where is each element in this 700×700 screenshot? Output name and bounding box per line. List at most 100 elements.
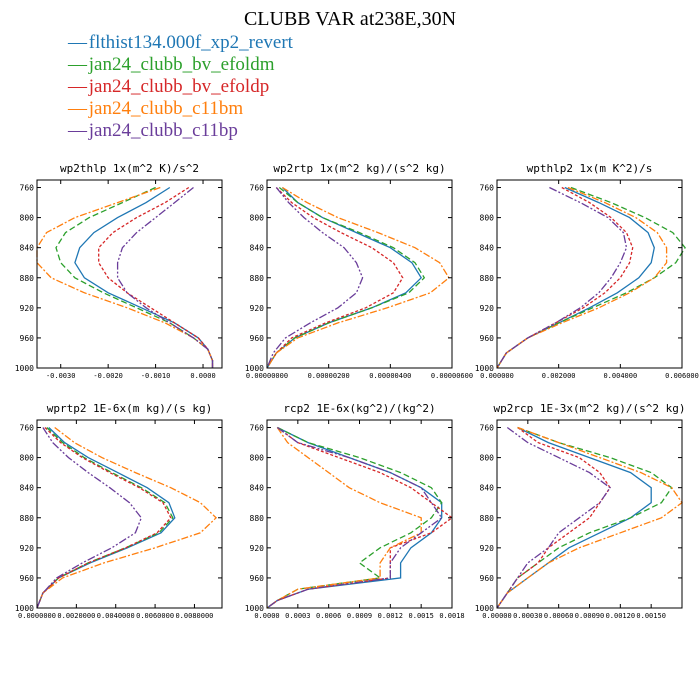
y-tick-label: 960 [20, 574, 35, 583]
panel-title: wprtp2 1E-6x(m kg)/(s kg) [47, 402, 213, 415]
y-tick-label: 880 [480, 514, 495, 523]
y-tick-label: 760 [480, 424, 495, 433]
x-tick-label: 0.00150 [636, 612, 666, 620]
y-tick-label: 880 [250, 514, 265, 523]
y-tick-label: 760 [20, 424, 35, 433]
x-tick-label: 0.00120 [606, 612, 636, 620]
plot-frame [496, 179, 683, 369]
series-line-4 [36, 426, 218, 609]
panel-title: wp2rtp 1x(m^2 kg)/(s^2 kg) [273, 162, 445, 175]
x-tick-label: 0.00090 [575, 612, 605, 620]
x-tick-label: 0.0018 [439, 612, 464, 620]
y-tick-label: 1000 [15, 364, 34, 373]
series-line-1 [496, 426, 652, 609]
chart-panel: rcp2 1E-6x(kg^2)/(kg^2) 760 800 840 880 920 96… [245, 402, 465, 620]
series-line-5 [266, 187, 364, 369]
y-tick-label: 840 [250, 244, 265, 253]
x-tick-label: 0.0060000 [136, 612, 174, 620]
x-tick-label: 0.0015 [409, 612, 434, 620]
x-tick-label: 0.0020000 [57, 612, 95, 620]
panel-title: wpthlp2 1x(m K^2)/s [527, 162, 653, 175]
y-tick-label: 880 [20, 274, 35, 283]
y-tick-label: 920 [20, 304, 35, 313]
y-tick-label: 760 [480, 184, 495, 193]
panel-title: rcp2 1E-6x(kg^2)/(kg^2) [283, 402, 435, 415]
series-line-2 [496, 426, 673, 609]
x-tick-label: -0.0030 [46, 372, 76, 380]
y-tick-label: 920 [250, 304, 265, 313]
x-tick-label: 0.00000 [482, 612, 512, 620]
chart-panel: wp2rtp 1x(m^2 kg)/(s^2 kg) 760 800 840 880 92… [245, 162, 473, 380]
y-tick-label: 840 [250, 484, 265, 493]
x-tick-label: -0.0010 [141, 372, 171, 380]
y-tick-label: 800 [250, 454, 265, 463]
x-tick-label: 0.0003 [285, 612, 310, 620]
x-tick-label: 0.002000 [542, 372, 576, 380]
series-line-5 [266, 426, 443, 609]
x-tick-label: 0.0000000 [18, 612, 56, 620]
legend-label: jan24_clubb_c11bm [88, 98, 244, 119]
series-line-2 [36, 427, 174, 609]
plot-frame [266, 179, 453, 369]
y-tick-label: 760 [250, 184, 265, 193]
x-tick-label: 0.0000 [190, 372, 215, 380]
plot-frame [36, 419, 223, 609]
y-tick-label: 800 [20, 454, 35, 463]
legend-swatch: — [68, 32, 87, 53]
y-tick-label: 800 [250, 214, 265, 223]
chart-panel: wp2thlp 1x(m^2 K)/s^2 760 800 840 880 920 960 1… [15, 162, 223, 380]
x-tick-label: 0.0080000 [175, 612, 213, 620]
y-tick-label: 800 [480, 454, 495, 463]
y-tick-label: 920 [20, 544, 35, 553]
chart-panel: wpthlp2 1x(m K^2)/s 760 800 840 880 920 960 100… [475, 162, 699, 380]
series-line-2 [496, 186, 686, 369]
legend-swatch: — [68, 98, 87, 119]
panel-title: wp2rcp 1E-3x(m^2 kg)/(s^2 kg) [493, 402, 685, 415]
figure-title: CLUBB VAR at238E,30N [243, 8, 457, 30]
y-tick-label: 920 [480, 544, 495, 553]
chart-panel: wprtp2 1E-6x(m kg)/(s kg) 760 800 840 880 920… [15, 402, 223, 620]
series-line-4 [266, 427, 422, 609]
x-tick-label: 0.000000 [480, 372, 514, 380]
series-line-2 [266, 186, 426, 369]
x-tick-label: 0.0009 [347, 612, 372, 620]
series-line-1 [36, 427, 176, 609]
x-tick-label: 0.0040000 [97, 612, 135, 620]
y-tick-label: 840 [20, 244, 35, 253]
legend-swatch: — [68, 76, 87, 97]
y-tick-label: 1000 [245, 604, 264, 613]
chart-panel: wp2rcp 1E-3x(m^2 kg)/(s^2 kg) 760 800 840 88… [475, 402, 686, 620]
x-tick-label: 0.00060 [544, 612, 574, 620]
plot-frame [36, 179, 223, 369]
series-line-3 [98, 186, 214, 368]
y-tick-label: 760 [20, 184, 35, 193]
y-tick-label: 920 [250, 544, 265, 553]
series-line-2 [266, 426, 443, 609]
y-tick-label: 960 [20, 334, 35, 343]
x-tick-label: 0.004000 [603, 372, 637, 380]
x-tick-label: 0.0006 [316, 612, 341, 620]
y-tick-label: 800 [480, 214, 495, 223]
legend-item: — jan24_clubb_bv_efoldm [68, 54, 293, 76]
y-tick-label: 800 [20, 214, 35, 223]
y-tick-label: 880 [20, 514, 35, 523]
legend-item: — flthist134.000f_xp2_revert [68, 32, 293, 54]
legend-swatch: — [68, 120, 87, 141]
legend-item: — jan24_clubb_c11bm [68, 98, 293, 120]
x-tick-label: 0.0012 [378, 612, 403, 620]
x-tick-label: 0.006000 [665, 372, 699, 380]
y-tick-label: 1000 [15, 604, 34, 613]
legend-item: — jan24_clubb_bv_efoldp [68, 76, 293, 98]
y-tick-label: 840 [20, 484, 35, 493]
panel-title: wp2thlp 1x(m^2 K)/s^2 [60, 162, 199, 175]
legend-swatch: — [68, 54, 87, 75]
y-tick-label: 960 [250, 574, 265, 583]
y-tick-label: 880 [480, 274, 495, 283]
y-tick-label: 1000 [475, 364, 494, 373]
series-line-5 [496, 186, 628, 369]
series-line-3 [496, 186, 634, 369]
x-tick-label: 0.00000200 [308, 372, 350, 380]
y-tick-label: 960 [250, 334, 265, 343]
legend-label: jan24_clubb_bv_efoldm [88, 54, 275, 75]
